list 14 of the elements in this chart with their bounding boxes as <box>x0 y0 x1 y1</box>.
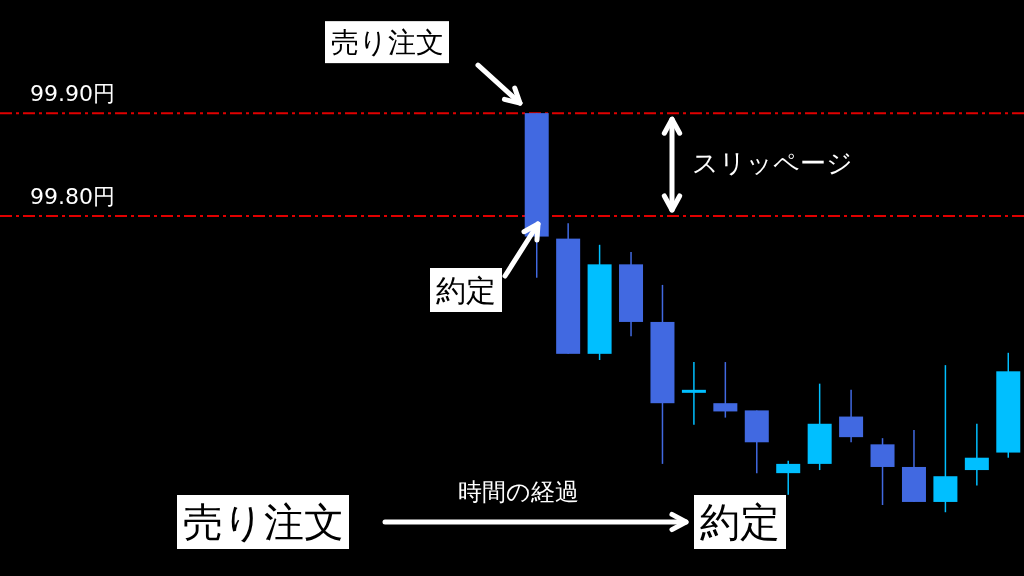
annotation: 売り注文 <box>330 25 444 59</box>
annotation: 約定 <box>436 272 496 308</box>
annotation: 約定 <box>700 499 780 545</box>
candlestick <box>776 460 801 496</box>
candlestick <box>681 361 706 426</box>
annotation: スリッページ <box>692 148 853 178</box>
annotation: 時間の経過 <box>457 478 579 506</box>
text: 売り注文 <box>182 499 344 545</box>
candlestick <box>713 361 738 419</box>
candlestick <box>870 437 895 506</box>
candlestick <box>839 389 864 444</box>
ref-line-label: 99.80円 <box>30 184 115 209</box>
candlestick <box>964 423 989 487</box>
ref-line-label: 99.90円 <box>30 81 115 107</box>
